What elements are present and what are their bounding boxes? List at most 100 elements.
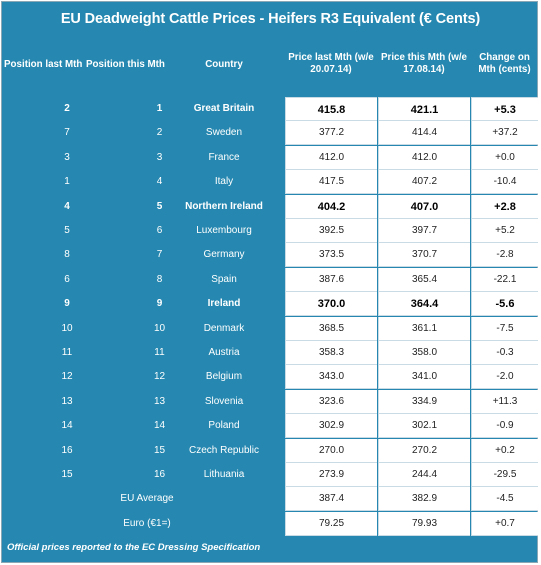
- footnote: Official prices reported to the EC Dress…: [7, 542, 261, 553]
- country-cell: Great Britain: [193, 103, 255, 114]
- price-last-cell: 343.0: [285, 365, 377, 390]
- position-last-cell: 4: [64, 200, 70, 212]
- summary-row: Euro (€1=) 79.25 79.93 +0.7: [2, 511, 539, 536]
- position-last-cell: 10: [61, 322, 73, 334]
- table-row: 10 10 Denmark 368.5 361.1 -7.5: [2, 316, 539, 341]
- position-last-cell: 6: [64, 273, 70, 285]
- position-last-cell: 7: [64, 127, 70, 139]
- price-this-cell: 365.4: [378, 267, 470, 292]
- change-cell: -2.0: [471, 365, 538, 390]
- price-last-cell: 302.9: [285, 414, 377, 439]
- table-row: 7 2 Sweden 377.2 414.4 +37.2: [2, 121, 539, 146]
- price-this-cell: 407.0: [378, 194, 470, 219]
- price-last-cell: 270.0: [285, 438, 377, 463]
- change-cell: -10.4: [471, 170, 538, 195]
- price-last-cell: 273.9: [285, 463, 377, 487]
- position-this-cell: 14: [153, 420, 166, 432]
- price-this-cell: 270.2: [378, 438, 470, 463]
- price-last-cell: 370.0: [285, 292, 377, 317]
- country-cell: Poland: [208, 420, 240, 432]
- position-this-cell: 4: [156, 176, 163, 188]
- price-last-cell: 387.4: [285, 487, 377, 512]
- table-row: 15 16 Lithuania 273.9 244.4 -29.5: [2, 463, 539, 487]
- position-last-cell: 14: [61, 420, 73, 432]
- header-change: Change on Mth (cents): [478, 52, 531, 75]
- position-last-cell: 9: [64, 298, 70, 310]
- table-row: 11 11 Austria 358.3 358.0 -0.3: [2, 341, 539, 365]
- change-cell: -4.5: [471, 487, 538, 512]
- table-row: 2 1 Great Britain 415.8 421.1 +5.3: [2, 97, 539, 121]
- country-cell: Czech Republic: [188, 444, 260, 456]
- table-row: 13 13 Slovenia 323.6 334.9 +11.3: [2, 389, 539, 414]
- header-price-this: Price this Mth (w/e 17.08.14): [380, 52, 467, 75]
- table-row: 6 8 Spain 387.6 365.4 -22.1: [2, 267, 539, 292]
- position-this-cell: 2: [156, 127, 163, 139]
- price-last-cell: 415.8: [285, 97, 377, 121]
- summary-label-cell: Euro (€1=): [123, 517, 171, 529]
- position-this-cell: 11: [154, 347, 165, 358]
- price-this-cell: 421.1: [378, 97, 470, 121]
- country-cell: Ireland: [207, 298, 241, 310]
- position-this-cell: 13: [153, 395, 166, 407]
- position-this-cell: 9: [156, 298, 163, 310]
- country-cell: France: [208, 151, 240, 163]
- position-last-cell: 3: [64, 151, 70, 163]
- price-last-cell: 368.5: [285, 316, 377, 341]
- table-title: EU Deadweight Cattle Prices - Heifers R3…: [60, 11, 481, 27]
- change-cell: +0.7: [471, 511, 538, 536]
- price-this-cell: 79.93: [378, 511, 470, 536]
- change-cell: +37.2: [471, 121, 538, 146]
- change-cell: +2.8: [471, 194, 538, 219]
- country-cell: Austria: [208, 347, 240, 358]
- price-last-cell: 358.3: [285, 341, 377, 365]
- price-this-cell: 361.1: [378, 316, 470, 341]
- summary-row: EU Average 387.4 382.9 -4.5: [2, 487, 539, 512]
- position-this-cell: 16: [153, 469, 166, 480]
- change-cell: +0.0: [471, 145, 538, 170]
- price-last-cell: 373.5: [285, 243, 377, 268]
- country-cell: Northern Ireland: [185, 200, 263, 212]
- price-last-cell: 404.2: [285, 194, 377, 219]
- header-price-last: Price last Mth (w/e 20.07.14): [288, 52, 374, 75]
- table-row: 3 3 France 412.0 412.0 +0.0: [2, 145, 539, 170]
- country-cell: Spain: [211, 273, 237, 285]
- change-cell: +0.2: [471, 438, 538, 463]
- table-row: 5 6 Luxembourg 392.5 397.7 +5.2: [2, 219, 539, 243]
- position-last-cell: 1: [64, 176, 70, 188]
- price-last-cell: 412.0: [285, 145, 377, 170]
- change-cell: -29.5: [471, 463, 538, 487]
- table-row: 14 14 Poland 302.9 302.1 -0.9: [2, 414, 539, 439]
- country-cell: Germany: [203, 249, 245, 261]
- country-cell: Italy: [214, 176, 234, 188]
- price-last-cell: 377.2: [285, 121, 377, 146]
- country-cell: Sweden: [205, 127, 243, 139]
- position-last-cell: 2: [64, 103, 70, 114]
- price-this-cell: 334.9: [378, 389, 470, 414]
- table-row: 1 4 Italy 417.5 407.2 -10.4: [2, 170, 539, 195]
- position-last-cell: 15: [61, 469, 73, 480]
- change-cell: +5.2: [471, 219, 538, 243]
- summary-label-cell: EU Average: [120, 493, 174, 505]
- change-cell: +5.3: [471, 97, 538, 121]
- position-this-cell: 3: [156, 151, 163, 163]
- position-last-cell: 12: [61, 371, 73, 383]
- change-cell: -0.3: [471, 341, 538, 365]
- change-cell: -5.6: [471, 292, 538, 317]
- header-position-this: Position this Mth: [86, 59, 165, 70]
- table-row: 9 9 Ireland 370.0 364.4 -5.6: [2, 292, 539, 317]
- change-cell: +11.3: [471, 389, 538, 414]
- table-row: 16 15 Czech Republic 270.0 270.2 +0.2: [2, 438, 539, 463]
- table-row: 4 5 Northern Ireland 404.2 407.0 +2.8: [2, 194, 539, 219]
- price-this-cell: 302.1: [378, 414, 470, 439]
- position-this-cell: 6: [156, 225, 163, 236]
- price-this-cell: 382.9: [378, 487, 470, 512]
- change-cell: -22.1: [471, 267, 538, 292]
- position-this-cell: 7: [156, 249, 163, 261]
- price-this-cell: 358.0: [378, 341, 470, 365]
- header-position-last: Position last Mth: [4, 59, 83, 70]
- price-last-cell: 387.6: [285, 267, 377, 292]
- position-this-cell: 8: [156, 273, 163, 285]
- position-last-cell: 5: [64, 225, 70, 236]
- price-this-cell: 370.7: [378, 243, 470, 268]
